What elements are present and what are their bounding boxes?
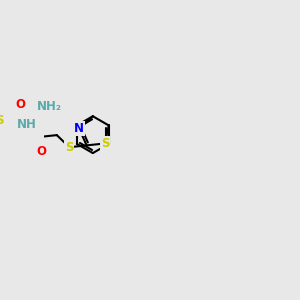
Text: S: S [0,114,3,128]
Text: O: O [36,145,46,158]
Text: NH₂: NH₂ [37,100,62,113]
Text: S: S [101,137,109,150]
Text: NH: NH [17,118,37,131]
Text: O: O [16,98,26,111]
Text: S: S [65,141,74,154]
Text: N: N [74,122,84,135]
